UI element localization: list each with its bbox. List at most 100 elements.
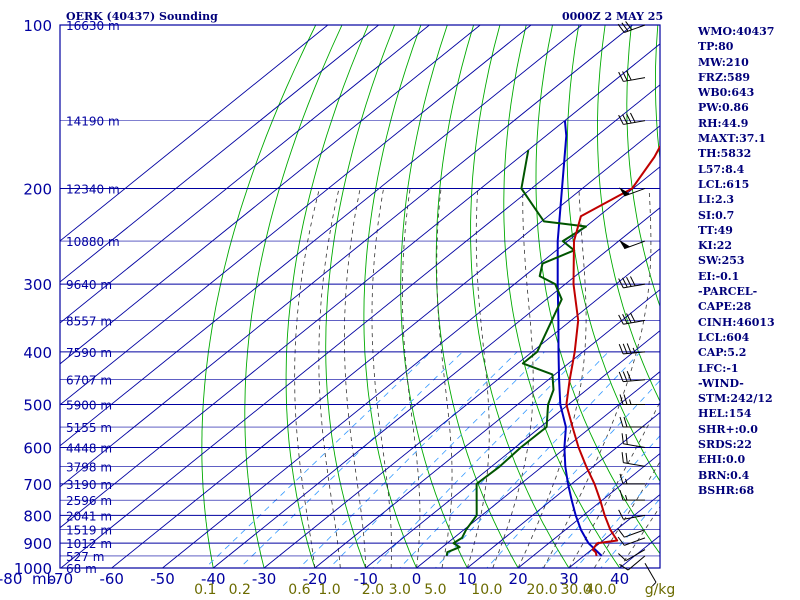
dry-adiabat	[503, 25, 621, 568]
mixing-ratio-line	[239, 351, 463, 568]
wind-barb	[619, 473, 645, 485]
pressure-tick-label: 300	[23, 276, 52, 294]
index-item: TT:49	[698, 223, 733, 237]
index-item: CAPE:28	[698, 300, 752, 314]
dry-adiabat	[244, 25, 343, 568]
mixing-ratio-label: 2.0	[362, 582, 384, 598]
temperature-tick-label: 0	[412, 570, 422, 588]
moist-adiabat	[436, 188, 453, 568]
height-label: 12340 m	[66, 182, 120, 196]
mixing-ratio-line	[298, 351, 518, 568]
wind-barb	[619, 239, 646, 250]
index-item: EI:-0.1	[698, 269, 740, 283]
height-label: 16630 m	[66, 19, 120, 33]
wind-barb	[621, 433, 646, 449]
pressure-tick-label: 900	[23, 535, 52, 553]
height-label: 5155 m	[66, 421, 112, 435]
index-item: LCL:615	[698, 177, 750, 191]
index-item: LFC:-1	[698, 361, 739, 375]
isotherm	[60, 84, 660, 568]
wind-barb	[621, 452, 646, 467]
moist-adiabat	[619, 506, 660, 568]
plot-frame	[59, 24, 661, 569]
height-label: 2041 m	[66, 509, 112, 523]
isotherm	[314, 289, 660, 568]
mixing-ratio-label: 0.1	[194, 582, 216, 598]
mixing-ratio-label: 3.0	[389, 582, 411, 598]
wind-barbs	[617, 21, 657, 587]
isotherm	[60, 25, 583, 447]
temperature-tick-label: 30	[559, 570, 578, 588]
moist-adiabat	[294, 188, 320, 568]
sounding-time: 0000Z 2 MAY 25	[562, 10, 664, 23]
height-label: 8557 m	[66, 314, 112, 328]
height-label: 68 m	[66, 562, 97, 576]
mixing-ratio-line	[399, 351, 609, 568]
dry-adiabat	[435, 25, 519, 568]
mixing-ratio-label: 5.0	[424, 582, 446, 598]
index-item: TP:80	[698, 40, 734, 54]
height-label: 4448 m	[66, 442, 112, 456]
height-label: 1519 m	[66, 524, 112, 538]
index-item: -PARCEL-	[698, 285, 758, 299]
temperature-tick-label: -80	[0, 570, 22, 588]
wind-barb	[619, 555, 646, 571]
parcel-profile-line	[556, 120, 603, 557]
dry-adiabat	[535, 25, 660, 555]
height-label: 14190 m	[66, 115, 120, 129]
index-item: WMO:40437	[698, 25, 775, 38]
index-item: LCL:604	[698, 330, 750, 344]
mixing-ratio-line	[434, 351, 641, 568]
mixing-ratio-label: 0.2	[229, 582, 251, 598]
height-label: 9640 m	[66, 278, 112, 292]
index-item: SW:253	[698, 254, 745, 268]
isotherm	[60, 25, 532, 406]
height-label: 7590 m	[66, 346, 112, 360]
dry-adiabat	[363, 25, 422, 568]
mixing-ratio-line	[600, 498, 660, 568]
index-item: SHR+:0.0	[698, 422, 758, 436]
mixing-ratio-label: 0.6	[288, 582, 310, 598]
index-item: MAXT:37.1	[698, 132, 766, 146]
temperature-tick-label: 10	[458, 570, 477, 588]
wind-barb	[619, 394, 645, 406]
profiles	[445, 120, 660, 557]
temperature-tick-label: -50	[150, 570, 175, 588]
wind-barb	[617, 536, 646, 546]
wind-barb	[619, 490, 645, 501]
dewpoint-profile-line	[445, 149, 587, 557]
mixing-ratio-label: 1.0	[318, 582, 340, 598]
index-item: -WIND-	[698, 376, 744, 390]
index-item: CAP:5.2	[698, 346, 747, 360]
wind-barb	[618, 549, 646, 562]
isotherm	[263, 248, 660, 568]
height-label: 6707 m	[66, 374, 112, 388]
temperature-tick-label: -70	[49, 570, 74, 588]
height-labels: 16630 m 14190 m 12340 m 10880 m 9640 m 8557 m…	[66, 19, 120, 576]
dry-adiabat	[626, 25, 660, 308]
pressure-unit-label: mb	[32, 570, 56, 588]
wind-barb	[618, 276, 646, 289]
sounding-title: OERK (40437) Sounding	[66, 10, 218, 23]
dry-adiabat	[325, 25, 396, 568]
dry-adiabat	[789, 25, 800, 580]
pressure-tick-label: 800	[23, 507, 52, 525]
isotherm	[60, 25, 481, 365]
temperature-tick-label: -20	[303, 570, 328, 588]
mixing-ratio-label: 40.0	[585, 582, 616, 598]
isotherm	[213, 207, 660, 568]
mixing-ratio-line	[575, 471, 660, 568]
pressure-tick-label: 1000	[14, 560, 52, 578]
height-label: 3190 m	[66, 478, 112, 492]
index-item: BRN:0.4	[698, 468, 750, 482]
moist-adiabat	[318, 188, 341, 568]
dry-adiabat	[285, 25, 369, 568]
height-label: 1012 m	[66, 537, 112, 551]
isotherm	[60, 25, 329, 242]
mixing-ratio-line	[486, 379, 660, 568]
wind-barb	[618, 343, 646, 355]
dry-adiabat	[201, 25, 317, 568]
wind-barb	[618, 509, 646, 520]
index-item: CINH:46013	[698, 315, 775, 329]
